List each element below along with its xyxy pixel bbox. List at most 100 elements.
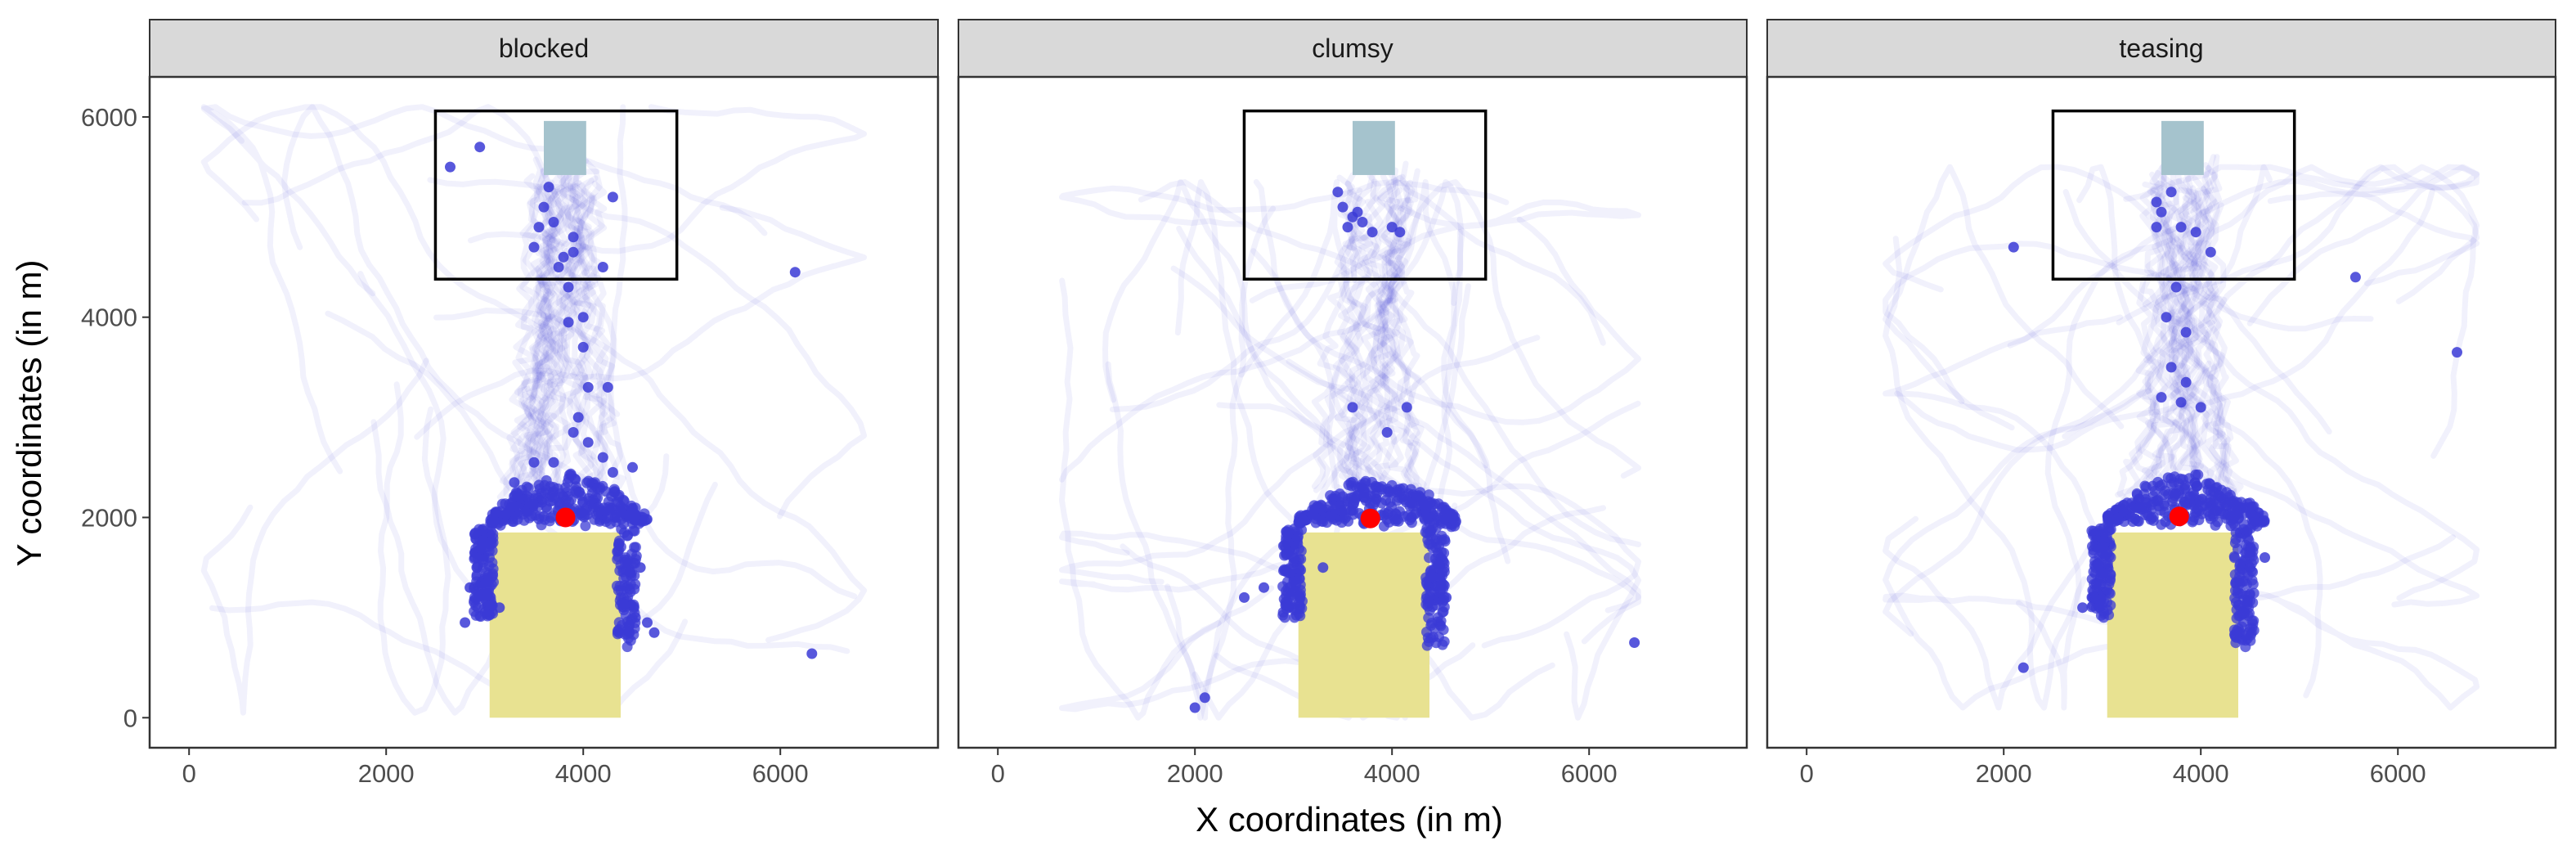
trajectory-trail xyxy=(2161,168,2194,520)
cluster-point xyxy=(552,483,563,494)
trajectory-trail xyxy=(522,188,565,491)
trajectory-trail xyxy=(523,162,566,488)
trajectory-trail xyxy=(2116,178,2197,512)
x-axis: 0 2000 4000 6000 xyxy=(1800,748,2426,788)
highlight-point xyxy=(1401,402,1412,413)
cluster-point xyxy=(2244,551,2255,562)
cluster-point xyxy=(485,537,496,548)
highlight-point xyxy=(607,466,618,478)
cluster-point xyxy=(534,510,545,522)
cluster-point xyxy=(1421,578,1433,590)
x-tick-label: 0 xyxy=(182,759,196,788)
trajectory-trail xyxy=(1326,179,1489,517)
cluster-point xyxy=(1387,487,1398,498)
trajectory-trail xyxy=(559,172,620,497)
trajectory-trail xyxy=(2179,187,2241,515)
panel-border xyxy=(1766,75,2557,749)
cluster-point xyxy=(613,617,625,628)
cluster-point xyxy=(2194,496,2206,507)
endpoint-marker xyxy=(2169,506,2189,527)
trajectory-trail xyxy=(518,175,599,497)
trajectory-trail xyxy=(1343,179,1413,498)
cluster-point xyxy=(615,600,626,610)
trajectory-trail xyxy=(1344,196,1370,494)
cluster-point xyxy=(1348,509,1358,520)
trajectory-trail xyxy=(2015,237,2174,711)
cluster-point xyxy=(1426,570,1438,582)
cluster-point xyxy=(1292,533,1304,544)
trajectory-trail xyxy=(200,104,376,474)
trajectory-trail xyxy=(534,164,601,515)
cluster-point xyxy=(2188,515,2199,526)
cluster-point xyxy=(1350,481,1362,492)
cluster-point xyxy=(1450,517,1461,528)
cluster-point xyxy=(1380,495,1392,506)
trajectory-trail xyxy=(1216,402,1641,649)
plot-area xyxy=(200,104,868,718)
highlight-point xyxy=(1199,692,1210,704)
cluster-point xyxy=(2140,493,2152,505)
highlight-point xyxy=(528,241,540,253)
highlight-point xyxy=(2175,397,2187,408)
cluster-point xyxy=(2248,542,2260,552)
trajectory-trail xyxy=(2062,189,2480,601)
cluster-point xyxy=(2219,497,2230,508)
highlight-point xyxy=(1337,201,1349,213)
cluster-point xyxy=(614,506,626,517)
plot-area xyxy=(1883,109,2480,718)
trajectory-trail xyxy=(1059,179,1465,483)
trajectory-trail xyxy=(527,178,595,510)
cluster-point xyxy=(2240,641,2251,653)
trajectory-trail xyxy=(566,182,596,505)
highlight-point xyxy=(2190,227,2201,238)
highlight-point xyxy=(2077,602,2089,614)
cluster-point xyxy=(1427,542,1438,554)
trajectory-trail xyxy=(539,168,613,514)
highlight-point xyxy=(607,191,618,203)
trajectory-trail xyxy=(2137,181,2167,491)
endpoint-cluster xyxy=(1277,475,1461,651)
cluster-point xyxy=(602,512,613,524)
cluster-point xyxy=(603,501,614,513)
highlight-point xyxy=(2165,187,2177,198)
cluster-point xyxy=(1348,499,1358,510)
highlight-point xyxy=(1386,222,1398,233)
highlight-point xyxy=(642,617,653,628)
trajectory-trail xyxy=(1059,277,1275,721)
trajectory-trail xyxy=(1883,388,2153,711)
highlight-point xyxy=(648,627,660,638)
cluster-point xyxy=(539,488,550,499)
trajectory-trail xyxy=(1357,187,1405,503)
cluster-point xyxy=(1421,511,1433,523)
trajectory-trail xyxy=(496,152,577,518)
trajectory-trail xyxy=(1362,177,1404,514)
highlight-point xyxy=(2180,326,2192,338)
trajectory-trail xyxy=(528,179,559,498)
cluster-point xyxy=(541,501,552,513)
cluster-point xyxy=(2134,502,2145,514)
cluster-point xyxy=(2189,477,2201,488)
highlight-point xyxy=(528,456,540,468)
highlight-point xyxy=(568,232,579,243)
trajectory-trail xyxy=(2173,195,2202,493)
yellow-zone xyxy=(489,532,621,718)
trajectory-trail xyxy=(2200,154,2231,510)
cluster-point xyxy=(2236,621,2247,632)
cluster-point xyxy=(2224,489,2236,501)
trajectory-trail xyxy=(503,173,569,503)
highlight-point xyxy=(597,452,608,463)
highlight-point xyxy=(460,617,471,628)
blue-zone xyxy=(2161,120,2204,175)
cluster-point xyxy=(629,570,640,581)
highlight-point xyxy=(1239,591,1250,603)
trajectory-trail xyxy=(2116,164,2480,326)
yellow-zone xyxy=(2107,532,2238,718)
panel-border xyxy=(957,75,1748,749)
highlight-point xyxy=(509,477,520,488)
cluster-point xyxy=(2093,525,2104,537)
x-tick-label: 2000 xyxy=(358,759,415,788)
plot-area xyxy=(1059,109,1641,721)
trajectory-trail xyxy=(2175,167,2214,507)
